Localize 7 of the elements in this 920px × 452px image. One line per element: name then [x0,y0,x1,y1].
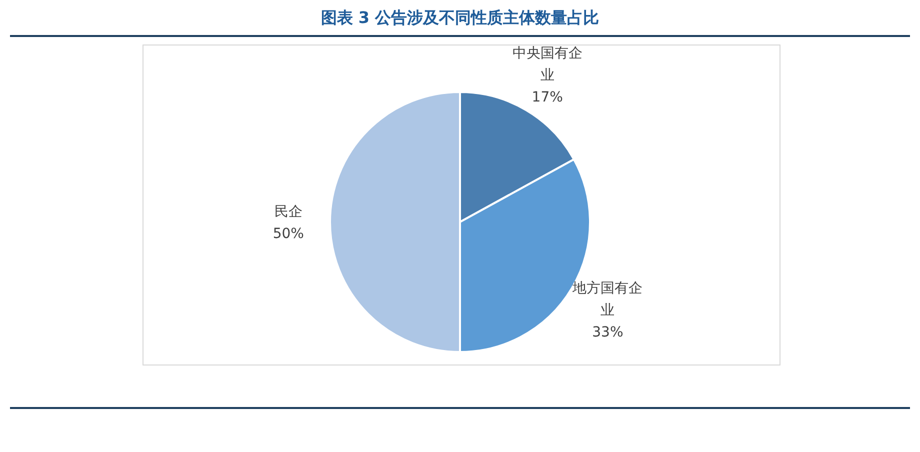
chart-title: 图表 3 公告涉及不同性质主体数量占比 [320,8,600,27]
slice-label: 地方国有企业 [572,280,643,318]
data-label: 50% [272,226,304,242]
slice-label: 中央国有企业 [512,45,582,84]
data-label: 33% [592,324,624,340]
slice-label: 民企 [274,204,302,220]
data-label: 17% [532,89,563,106]
